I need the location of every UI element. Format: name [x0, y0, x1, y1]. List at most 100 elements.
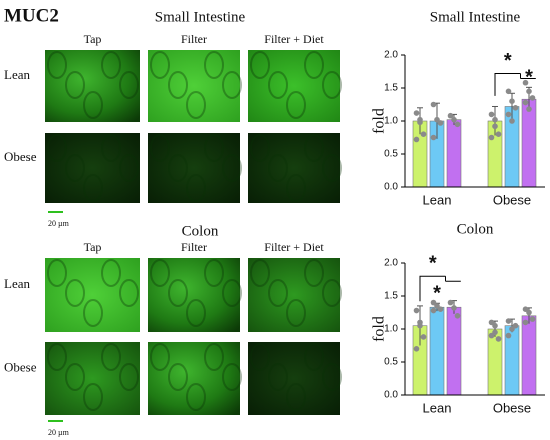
- column-header: Filter + Diet: [264, 32, 324, 46]
- cell-texture: [150, 51, 170, 79]
- data-point: [492, 322, 498, 329]
- data-point: [420, 131, 427, 137]
- y-tick-label: 2.0: [384, 258, 398, 269]
- panel-title: Small Intestine: [155, 9, 246, 25]
- data-point: [492, 329, 498, 336]
- data-point: [505, 88, 512, 95]
- x-tick-label: Lean: [423, 400, 452, 415]
- cell-texture: [47, 134, 67, 162]
- x-tick-label: Obese: [493, 400, 531, 415]
- significance-star: *: [525, 67, 533, 89]
- cell-texture: [222, 154, 242, 182]
- chart-title: Colon: [457, 221, 494, 237]
- data-point: [488, 134, 495, 141]
- data-point: [430, 307, 437, 314]
- row-label: Obese: [4, 359, 37, 374]
- cell-texture: [222, 279, 242, 307]
- cell-texture: [83, 383, 103, 411]
- cell-texture: [204, 343, 224, 371]
- cell-texture: [186, 91, 206, 119]
- bar: [429, 306, 445, 396]
- cell-texture: [65, 71, 85, 99]
- data-point: [512, 105, 519, 111]
- y-tick-label: 1.5: [384, 291, 398, 302]
- data-point: [495, 131, 502, 137]
- cell-texture: [286, 91, 306, 119]
- cell-texture: [286, 299, 306, 327]
- cell-texture: [204, 51, 224, 79]
- column-header: Filter: [181, 240, 207, 254]
- column-header: Filter: [181, 32, 207, 46]
- bar: [446, 119, 462, 188]
- cell-texture: [250, 51, 270, 79]
- micrograph: [45, 133, 140, 203]
- cell-texture: [83, 91, 103, 119]
- y-tick-label: 1.0: [384, 116, 398, 127]
- data-point: [447, 299, 454, 306]
- cell-texture: [101, 134, 121, 162]
- cell-texture: [304, 343, 324, 371]
- cell-texture: [186, 299, 206, 327]
- y-tick-label: 2.0: [384, 50, 398, 61]
- cell-texture: [268, 363, 288, 391]
- cell-texture: [268, 279, 288, 307]
- data-point: [413, 346, 420, 352]
- micrograph: [148, 258, 240, 332]
- significance-bracket: [419, 275, 461, 302]
- cell-texture: [119, 363, 139, 391]
- cell-texture: [204, 134, 224, 162]
- row-label: Obese: [4, 149, 37, 164]
- significance-star: *: [429, 252, 437, 274]
- scale-bar-label: 20 µm: [48, 219, 70, 228]
- y-axis-label: fold: [371, 316, 388, 342]
- data-point: [529, 95, 536, 101]
- data-point: [434, 116, 440, 123]
- data-point: [413, 110, 420, 116]
- micrograph: [248, 50, 340, 122]
- cell-texture: [83, 299, 103, 327]
- cell-texture: [268, 154, 288, 182]
- data-point: [451, 305, 457, 311]
- cell-texture: [322, 363, 342, 391]
- bar: [521, 98, 537, 188]
- data-point: [434, 303, 440, 309]
- data-point: [437, 306, 444, 313]
- micrograph: [148, 342, 240, 415]
- data-point: [526, 88, 532, 95]
- data-point: [488, 332, 495, 339]
- data-point: [495, 336, 502, 342]
- x-tick-label: Lean: [423, 192, 452, 207]
- cell-texture: [65, 279, 85, 307]
- cell-texture: [168, 363, 188, 391]
- cell-texture: [119, 71, 139, 99]
- data-point: [454, 121, 461, 128]
- cell-texture: [168, 71, 188, 99]
- data-point: [430, 134, 437, 141]
- data-point: [526, 309, 532, 316]
- cell-texture: [304, 259, 324, 287]
- data-point: [430, 101, 437, 108]
- data-point: [413, 136, 420, 143]
- cell-texture: [150, 134, 170, 162]
- column-header: Filter + Diet: [264, 240, 324, 254]
- data-point: [437, 120, 444, 126]
- cell-texture: [222, 71, 242, 99]
- cell-texture: [150, 343, 170, 371]
- cell-texture: [119, 154, 139, 182]
- data-point: [509, 118, 515, 124]
- data-point: [451, 116, 457, 123]
- y-axis-label: fold: [371, 108, 388, 134]
- data-point: [522, 99, 529, 106]
- bar: [521, 315, 537, 396]
- cell-texture: [119, 279, 139, 307]
- cell-texture: [150, 259, 170, 287]
- data-point: [505, 318, 512, 324]
- cell-texture: [186, 174, 206, 202]
- data-point: [492, 123, 498, 130]
- cell-texture: [186, 383, 206, 411]
- cell-texture: [250, 259, 270, 287]
- panel-title: Colon: [182, 223, 219, 239]
- micrograph: [45, 258, 140, 332]
- y-tick-label: 0.0: [384, 182, 398, 193]
